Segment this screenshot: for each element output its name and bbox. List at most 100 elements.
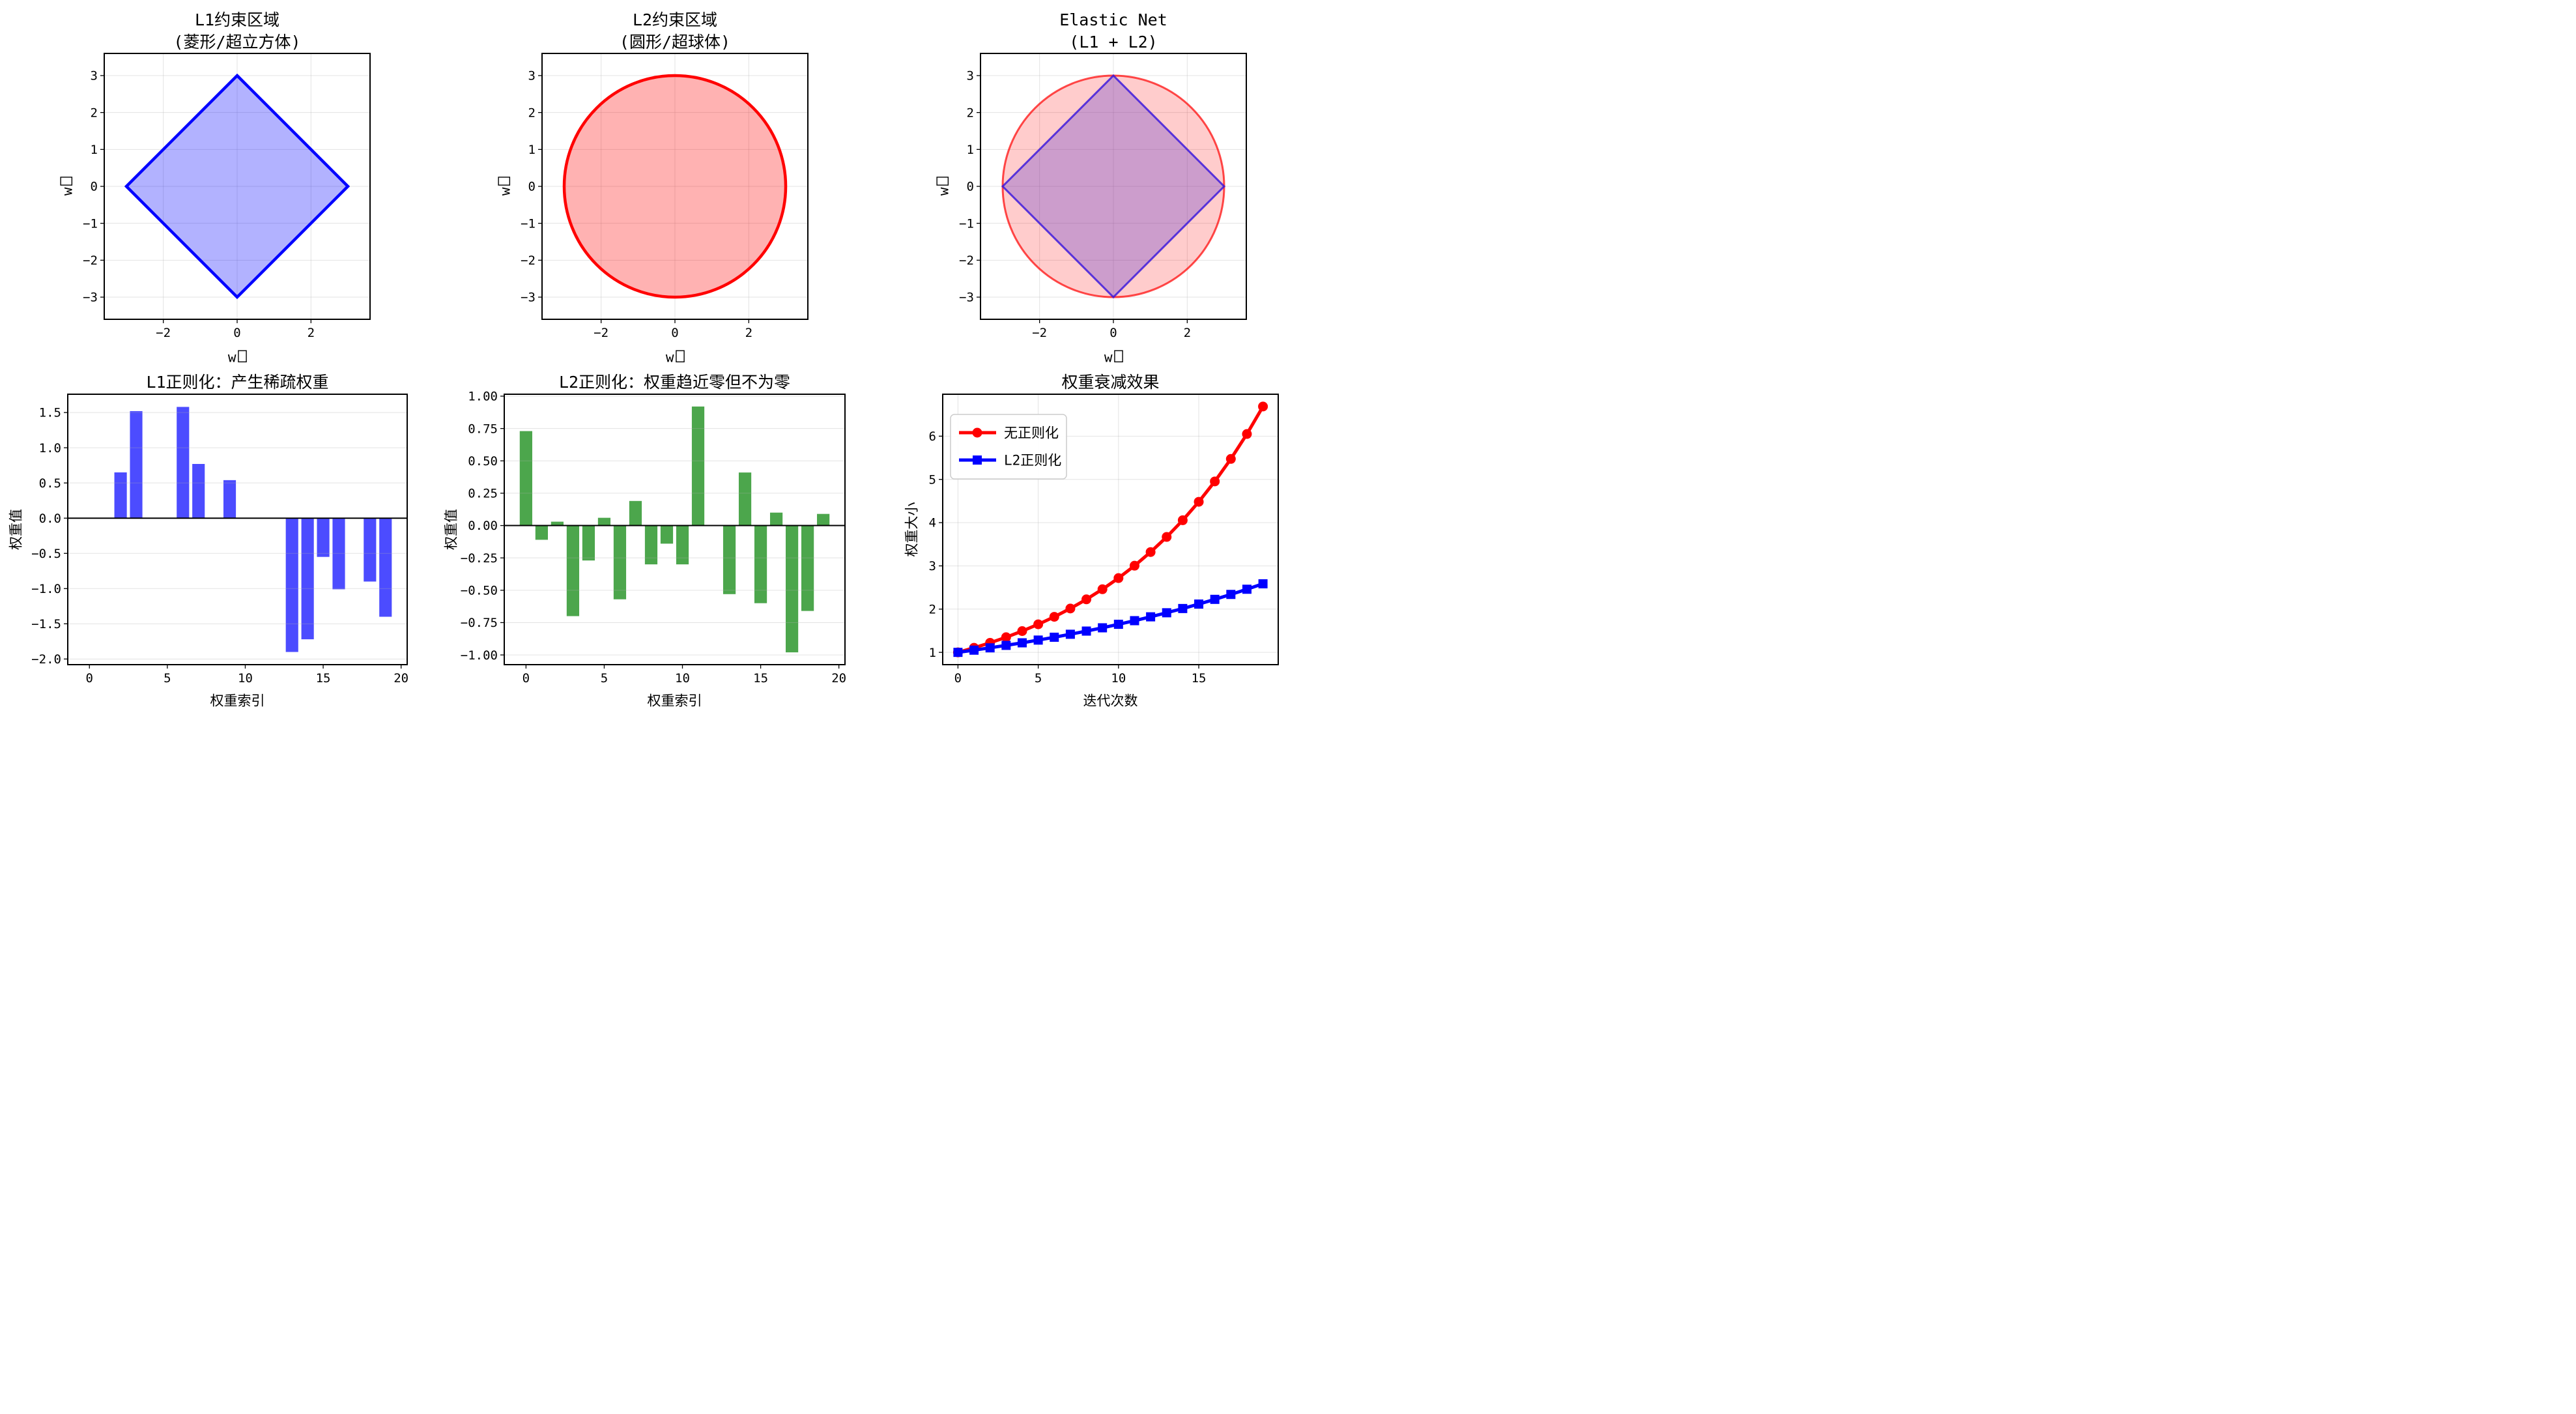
y-tick-label: −1 <box>959 216 974 231</box>
chart-title: L2约束区域 <box>633 10 717 29</box>
bar <box>613 525 627 599</box>
svg-text:w: w <box>228 349 236 365</box>
circle-marker <box>1017 626 1027 637</box>
gridlines <box>68 412 407 659</box>
bar <box>597 517 611 526</box>
svg-text:权重值: 权重值 <box>8 509 23 550</box>
chart-title: Elastic Net <box>1059 10 1167 29</box>
square-marker <box>1050 632 1059 642</box>
y-axis-label: w <box>936 177 951 195</box>
x-tick-label: 2 <box>308 326 315 340</box>
constraint-region-shapes <box>562 74 788 299</box>
y-axis-label: 权重值 <box>443 509 459 550</box>
constraint-region-shapes <box>124 73 351 300</box>
bar <box>723 525 736 594</box>
svg-text:权重大小: 权重大小 <box>904 502 919 557</box>
x-tick-label: 0 <box>522 671 530 685</box>
svg-text:权重值: 权重值 <box>443 509 459 550</box>
square-marker <box>1146 612 1156 622</box>
y-tick-label: −0.75 <box>461 616 498 630</box>
axes-frame <box>504 394 846 665</box>
y-tick-label: −1.5 <box>31 617 61 631</box>
y-tick-label: 0.5 <box>39 476 61 491</box>
y-tick-label: 0 <box>91 180 98 194</box>
subplot-l1-constraint-region: −2 0 2 −3 −2 −1 0 1 2 3 L1约束区域 (菱形/超立方体) w w <box>59 10 371 365</box>
svg-text:权重索引: 权重索引 <box>648 693 702 707</box>
x-axis-label: 权重索引 <box>648 693 702 707</box>
bar <box>566 525 580 616</box>
bar <box>114 472 127 519</box>
x-tick-label: 5 <box>1035 671 1042 685</box>
y-tick-label: 6 <box>929 429 936 444</box>
bar <box>691 406 705 526</box>
data-series <box>953 579 1268 657</box>
square-marker <box>1033 635 1043 645</box>
subplot-l1-sparse-weights-bar-chart: 0 5 10 15 20 1.5 1.0 0.5 0.0 −0.5 −1.0 −1.5 −2.0 L1正则… <box>8 373 408 707</box>
y-tick-label: 0.50 <box>468 454 498 469</box>
y-tick-label: 1 <box>528 143 536 157</box>
circle-marker <box>1145 547 1156 557</box>
bar <box>301 518 314 640</box>
x-tick-label: 0 <box>1109 326 1117 340</box>
subplot-l2-constraint-region: −2 0 2 −3 −2 −1 0 1 2 3 L2约束区域 (圆形/超球体) w w <box>497 10 809 365</box>
bar <box>223 480 236 519</box>
circle-marker <box>1113 573 1124 583</box>
square-marker <box>1178 603 1188 613</box>
x-tick-label: 15 <box>316 671 331 685</box>
bar <box>177 407 190 519</box>
bar <box>629 500 642 526</box>
chart-title: L1正则化：产生稀疏权重 <box>146 373 328 392</box>
circle-shape <box>562 74 788 299</box>
svg-text:w: w <box>497 187 513 195</box>
x-axis-label: w <box>1104 349 1123 365</box>
circle-marker <box>1065 603 1076 614</box>
axes-frame <box>67 394 408 665</box>
circle-marker <box>972 427 982 438</box>
x-tick-label: 0 <box>233 326 240 340</box>
x-tick-label: 0 <box>954 671 962 685</box>
x-tick-label: −2 <box>156 326 171 340</box>
svg-text:w: w <box>59 187 75 195</box>
bar <box>364 518 377 582</box>
y-tick-label: −1 <box>83 216 98 231</box>
bar <box>644 525 658 565</box>
diamond-shape <box>124 73 351 300</box>
y-tick-label: −1.00 <box>461 648 498 663</box>
square-marker <box>1258 579 1268 588</box>
y-tick-label: −0.25 <box>461 551 498 566</box>
y-axis-label: 权重值 <box>8 509 23 550</box>
svg-text:w: w <box>936 187 951 195</box>
x-axis-label: w <box>228 349 247 365</box>
square-marker <box>1001 641 1011 650</box>
x-tick-label: 10 <box>675 671 690 685</box>
y-tick-label: 0 <box>967 180 974 194</box>
legend: 无正则化 L2正则化 <box>950 414 1067 480</box>
figure-canvas: −2 0 2 −3 −2 −1 0 1 2 3 L1约束区域 (菱形/超立方体) w w −2 0 2 −3 −2… <box>0 0 1288 707</box>
square-marker <box>1098 623 1108 633</box>
square-marker <box>1210 594 1220 604</box>
svg-text:迭代次数: 迭代次数 <box>1083 693 1138 707</box>
y-tick-label: −1 <box>521 216 536 231</box>
x-tick-label: 10 <box>238 671 253 685</box>
chart-title: (圆形/超球体) <box>620 33 730 51</box>
y-tick-label: 3 <box>91 69 98 83</box>
chart-title: L2正则化：权重趋近零但不为零 <box>559 373 790 392</box>
x-tick-label: 20 <box>394 671 408 685</box>
circle-marker <box>1225 454 1236 464</box>
square-marker <box>1065 629 1075 639</box>
square-marker <box>953 648 963 657</box>
y-tick-label: 0.25 <box>468 487 498 501</box>
axis-ticks: 0 5 10 15 20 1.5 1.0 0.5 0.0 −0.5 −1.0 −1.5 −2.0 <box>31 406 408 685</box>
y-tick-label: 4 <box>929 516 936 530</box>
y-tick-label: 3 <box>528 69 536 83</box>
y-tick-label: −1.0 <box>31 582 61 596</box>
legend-label: L2正则化 <box>1004 452 1061 468</box>
bar <box>676 525 689 565</box>
diamond-shape <box>1001 74 1226 299</box>
x-tick-label: 20 <box>831 671 846 685</box>
y-axis-label: w <box>497 177 513 195</box>
subplot-elastic-net-region: −2 0 2 −3 −2 −1 0 1 2 3 Elastic Net (L1 + L2) w w <box>936 10 1247 365</box>
svg-text:权重索引: 权重索引 <box>210 693 265 707</box>
square-marker <box>1017 638 1027 648</box>
circle-marker <box>1049 612 1059 622</box>
